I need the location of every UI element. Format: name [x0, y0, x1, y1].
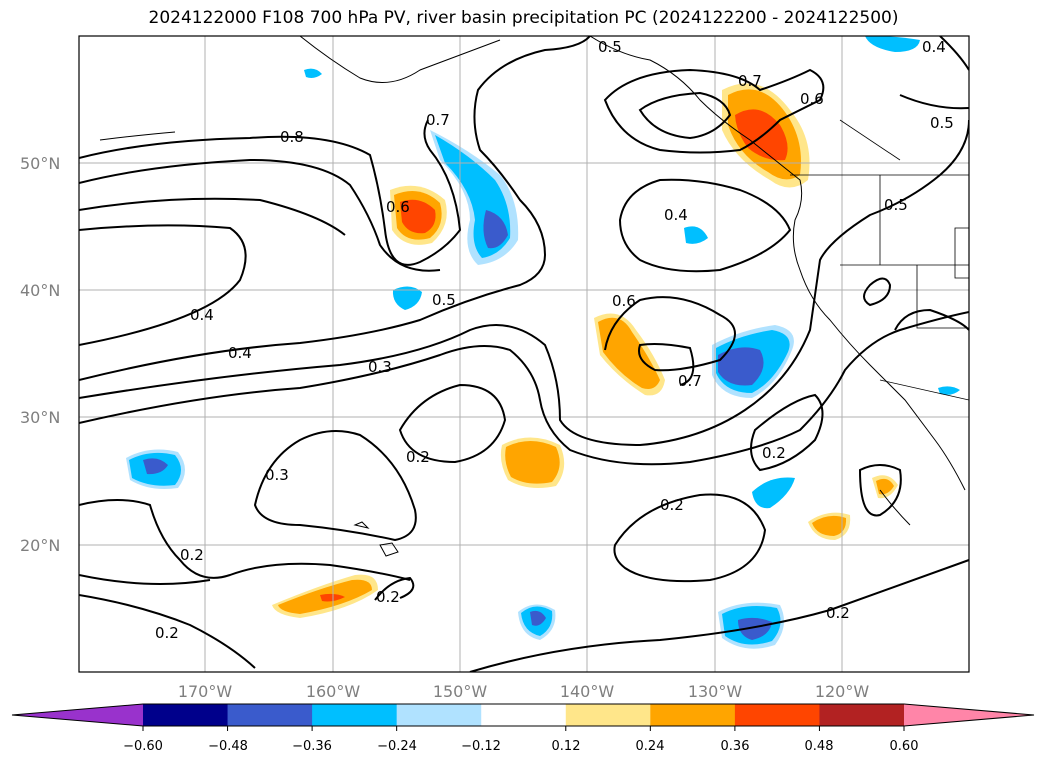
contour-label: 0.2 [406, 448, 430, 466]
anomaly-region [718, 347, 764, 386]
longitude-labels: 170°W 160°W 150°W 140°W 130°W 120°W [178, 682, 870, 701]
lon-label: 130°W [688, 682, 743, 701]
latitude-labels: 50°N 40°N 30°N 20°N [20, 154, 60, 555]
contour-label: 0.2 [826, 604, 850, 622]
anomaly-region [738, 617, 772, 640]
anomaly-region [865, 36, 920, 52]
lon-label: 150°W [433, 682, 488, 701]
anomaly-region [483, 210, 508, 249]
contour-label: 0.5 [930, 114, 954, 132]
colorbar-extend-left [12, 704, 143, 726]
colorbar-segment [143, 704, 229, 726]
colorbar-segment [650, 704, 736, 726]
lat-label: 40°N [20, 281, 60, 300]
contour-label: 0.6 [800, 90, 824, 108]
colorbar-ticks [142, 726, 905, 731]
map-area [79, 36, 969, 672]
colorbar-tick-label: 0.48 [805, 739, 834, 754]
colorbar-segment [481, 704, 567, 726]
colorbar-segment [565, 704, 651, 726]
anomaly-region [400, 199, 436, 234]
contour-label: 0.4 [228, 344, 252, 362]
contour-label: 0.6 [386, 198, 410, 216]
contour-label: 0.5 [884, 196, 908, 214]
colorbar-tick-labels: −0.60 −0.48 −0.36 −0.24 −0.12 0.12 0.24 … [123, 739, 918, 754]
anomaly-region [143, 458, 168, 475]
colorbar-tick-label: −0.36 [292, 739, 332, 754]
colorbar-tick-label: −0.24 [377, 739, 417, 754]
map-title: 2024122000 F108 700 hPa PV, river basin … [148, 8, 899, 28]
anomaly-region [938, 386, 960, 395]
contour-label: 0.7 [678, 372, 702, 390]
colorbar-segment [227, 704, 313, 726]
colorbar-tick-label: −0.12 [461, 739, 501, 754]
colorbar-tick-label: −0.60 [123, 739, 163, 754]
shading-layer [126, 36, 960, 649]
lon-label: 170°W [178, 682, 233, 701]
lon-label: 120°W [815, 682, 870, 701]
colorbar-extend-right [904, 704, 1034, 726]
contour-label: 0.8 [280, 128, 304, 146]
colorbar-segment [734, 704, 820, 726]
colorbar: −0.60 −0.48 −0.36 −0.24 −0.12 0.12 0.24 … [11, 703, 1035, 754]
anomaly-region [598, 317, 660, 389]
coastlines [99, 36, 966, 557]
lon-label: 160°W [306, 682, 361, 701]
lat-label: 30°N [20, 408, 60, 427]
contour-label: 0.5 [598, 38, 622, 56]
colorbar-tick-label: 0.36 [721, 739, 750, 754]
borders [790, 119, 969, 401]
contour-label: 0.2 [376, 588, 400, 606]
contour-label: 0.4 [664, 206, 688, 224]
pv-contours [79, 36, 969, 672]
contour-label: 0.4 [190, 306, 214, 324]
contour-label: 0.5 [432, 291, 456, 309]
contour-label: 0.2 [762, 444, 786, 462]
anomaly-region [530, 610, 546, 626]
colorbar-segment [396, 704, 482, 726]
anomaly-region [752, 477, 795, 509]
contour-label: 0.3 [265, 466, 289, 484]
lat-label: 20°N [20, 536, 60, 555]
contour-label: 0.7 [738, 72, 762, 90]
anomaly-region [505, 441, 560, 484]
colorbar-segments [143, 704, 905, 726]
contour-label: 0.4 [922, 38, 946, 56]
graticule [79, 36, 969, 672]
map-frame [78, 35, 970, 673]
colorbar-segment [312, 704, 398, 726]
colorbar-tick-label: −0.48 [208, 739, 248, 754]
lon-label: 140°W [560, 682, 615, 701]
anomaly-region [684, 226, 708, 244]
colorbar-tick-label: 0.12 [552, 739, 581, 754]
colorbar-segment [819, 704, 905, 726]
anomaly-region [735, 109, 788, 161]
contour-labels: 0.8 0.7 0.6 0.6 0.5 0.4 0.4 0.4 0.3 0.3 … [155, 38, 954, 642]
anomaly-region [304, 68, 322, 78]
contour-label: 0.3 [368, 358, 392, 376]
contour-label: 0.7 [426, 111, 450, 129]
contour-label: 0.2 [180, 546, 204, 564]
lat-label: 50°N [20, 154, 60, 173]
contour-label: 0.2 [660, 496, 684, 514]
colorbar-tick-label: 0.60 [890, 739, 919, 754]
anomaly-region [392, 286, 422, 310]
contour-label: 0.6 [612, 292, 636, 310]
anomaly-region [812, 515, 847, 536]
colorbar-tick-label: 0.24 [636, 739, 665, 754]
contour-label: 0.2 [155, 624, 179, 642]
